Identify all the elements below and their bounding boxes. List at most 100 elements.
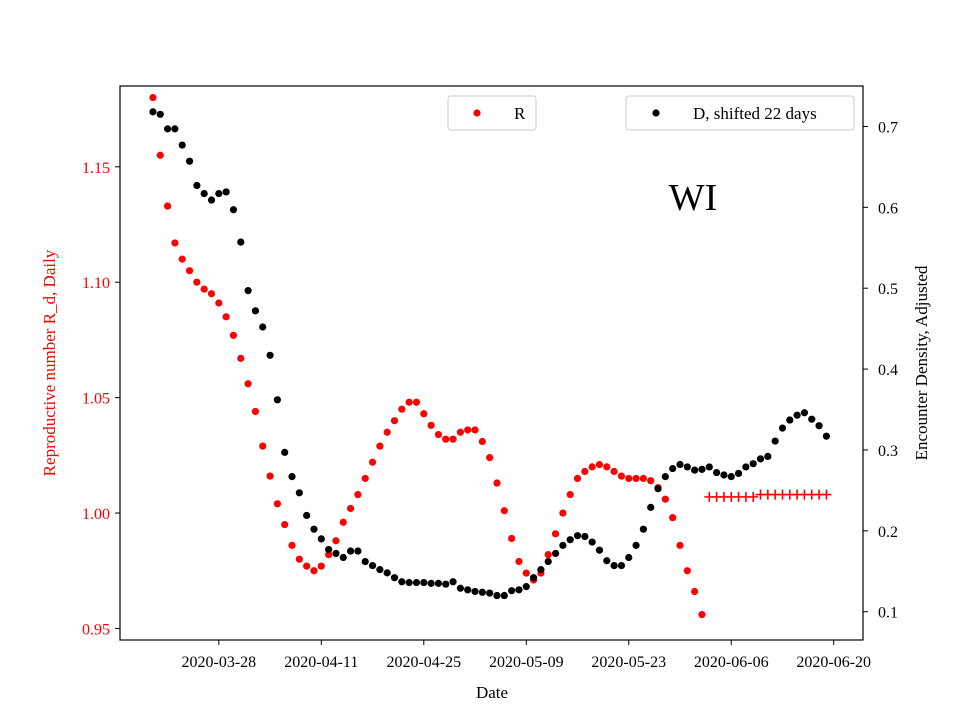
data-point <box>317 562 325 570</box>
data-point <box>376 442 384 450</box>
right-y-tick-label: 0.5 <box>878 281 898 298</box>
data-point <box>712 468 721 477</box>
left-y-tick-label: 1.15 <box>82 160 110 177</box>
data-point <box>149 108 157 116</box>
data-point <box>647 477 655 485</box>
x-axis: 2020-03-28 2020-04-11 2020-04-25 2020-05-09… <box>181 640 871 671</box>
data-point <box>456 584 464 592</box>
data-point <box>251 307 260 315</box>
data-point <box>800 409 809 417</box>
x-tick-label: 2020-03-28 <box>181 654 256 671</box>
data-point <box>537 566 545 574</box>
data-point <box>691 466 699 474</box>
data-point <box>237 238 245 246</box>
left-y-tick-label: 0.95 <box>82 621 110 638</box>
data-point <box>317 535 325 543</box>
data-point <box>259 323 267 331</box>
data-point <box>749 460 757 468</box>
data-point <box>822 432 830 440</box>
data-point <box>676 541 684 549</box>
data-point <box>522 583 530 591</box>
data-point <box>178 141 186 149</box>
data-point <box>163 125 172 133</box>
data-point <box>427 579 435 587</box>
x-tick-label: 2020-05-09 <box>489 654 564 671</box>
data-point <box>698 611 706 619</box>
series-r <box>149 93 706 619</box>
data-point <box>464 426 472 434</box>
data-point <box>691 587 699 596</box>
data-point <box>588 538 596 546</box>
left-y-axis: 0.95 1.00 1.05 1.10 1.15 <box>82 160 120 638</box>
data-point <box>259 442 267 450</box>
data-point <box>821 489 832 500</box>
right-y-tick-label: 0.6 <box>878 200 898 217</box>
data-point <box>471 587 479 596</box>
data-point <box>449 435 457 443</box>
data-point <box>222 313 230 321</box>
data-point <box>639 474 647 483</box>
data-point <box>244 380 252 388</box>
data-point <box>544 550 552 559</box>
data-point <box>654 485 662 493</box>
data-point <box>405 398 413 406</box>
data-point <box>559 509 567 517</box>
data-point <box>368 561 377 570</box>
right-y-tick-label: 0.2 <box>878 524 898 541</box>
data-point <box>661 473 669 481</box>
data-point <box>683 567 691 575</box>
data-point <box>390 574 399 582</box>
plot-frame <box>119 85 864 641</box>
data-point <box>207 290 216 298</box>
data-point <box>500 507 508 515</box>
left-y-tick-label: 1.10 <box>82 275 110 292</box>
data-point <box>354 490 362 499</box>
data-point <box>581 467 589 476</box>
data-point <box>632 541 640 549</box>
legend-d-box <box>625 95 855 131</box>
data-point <box>471 426 479 434</box>
data-point <box>156 151 164 159</box>
data-point <box>551 549 560 558</box>
data-point <box>456 428 464 436</box>
data-point <box>427 421 435 429</box>
data-point <box>625 553 633 562</box>
data-point <box>332 537 340 545</box>
data-point <box>361 474 369 483</box>
data-point <box>405 578 413 587</box>
data-point <box>361 557 369 566</box>
left-y-axis-title: Reproductive number R_d, Daily <box>40 249 59 476</box>
data-point <box>346 504 355 513</box>
data-point <box>617 472 626 480</box>
data-point <box>610 467 618 476</box>
data-point <box>815 422 823 430</box>
data-point <box>273 500 281 508</box>
data-point <box>281 520 289 529</box>
data-point <box>200 189 208 198</box>
data-point <box>778 424 787 432</box>
data-point <box>310 567 318 575</box>
data-point <box>515 586 523 594</box>
data-point <box>669 514 677 522</box>
right-y-tick-label: 0.1 <box>878 605 898 622</box>
legend-r: R <box>447 95 537 131</box>
data-point <box>595 546 604 554</box>
data-point <box>383 428 391 436</box>
data-point <box>303 511 311 520</box>
right-y-tick-label: 0.7 <box>878 119 898 136</box>
data-point <box>639 525 647 533</box>
data-point <box>229 206 238 214</box>
data-point <box>698 465 706 473</box>
data-point <box>303 562 311 570</box>
left-y-tick-label: 1.05 <box>82 391 110 408</box>
data-point <box>595 460 604 469</box>
data-point <box>742 463 750 471</box>
data-point <box>573 474 582 483</box>
data-point <box>376 566 384 574</box>
data-point <box>508 587 516 595</box>
data-point <box>420 578 428 587</box>
data-point <box>346 547 355 555</box>
plot-area <box>149 93 832 619</box>
data-point <box>771 437 779 445</box>
